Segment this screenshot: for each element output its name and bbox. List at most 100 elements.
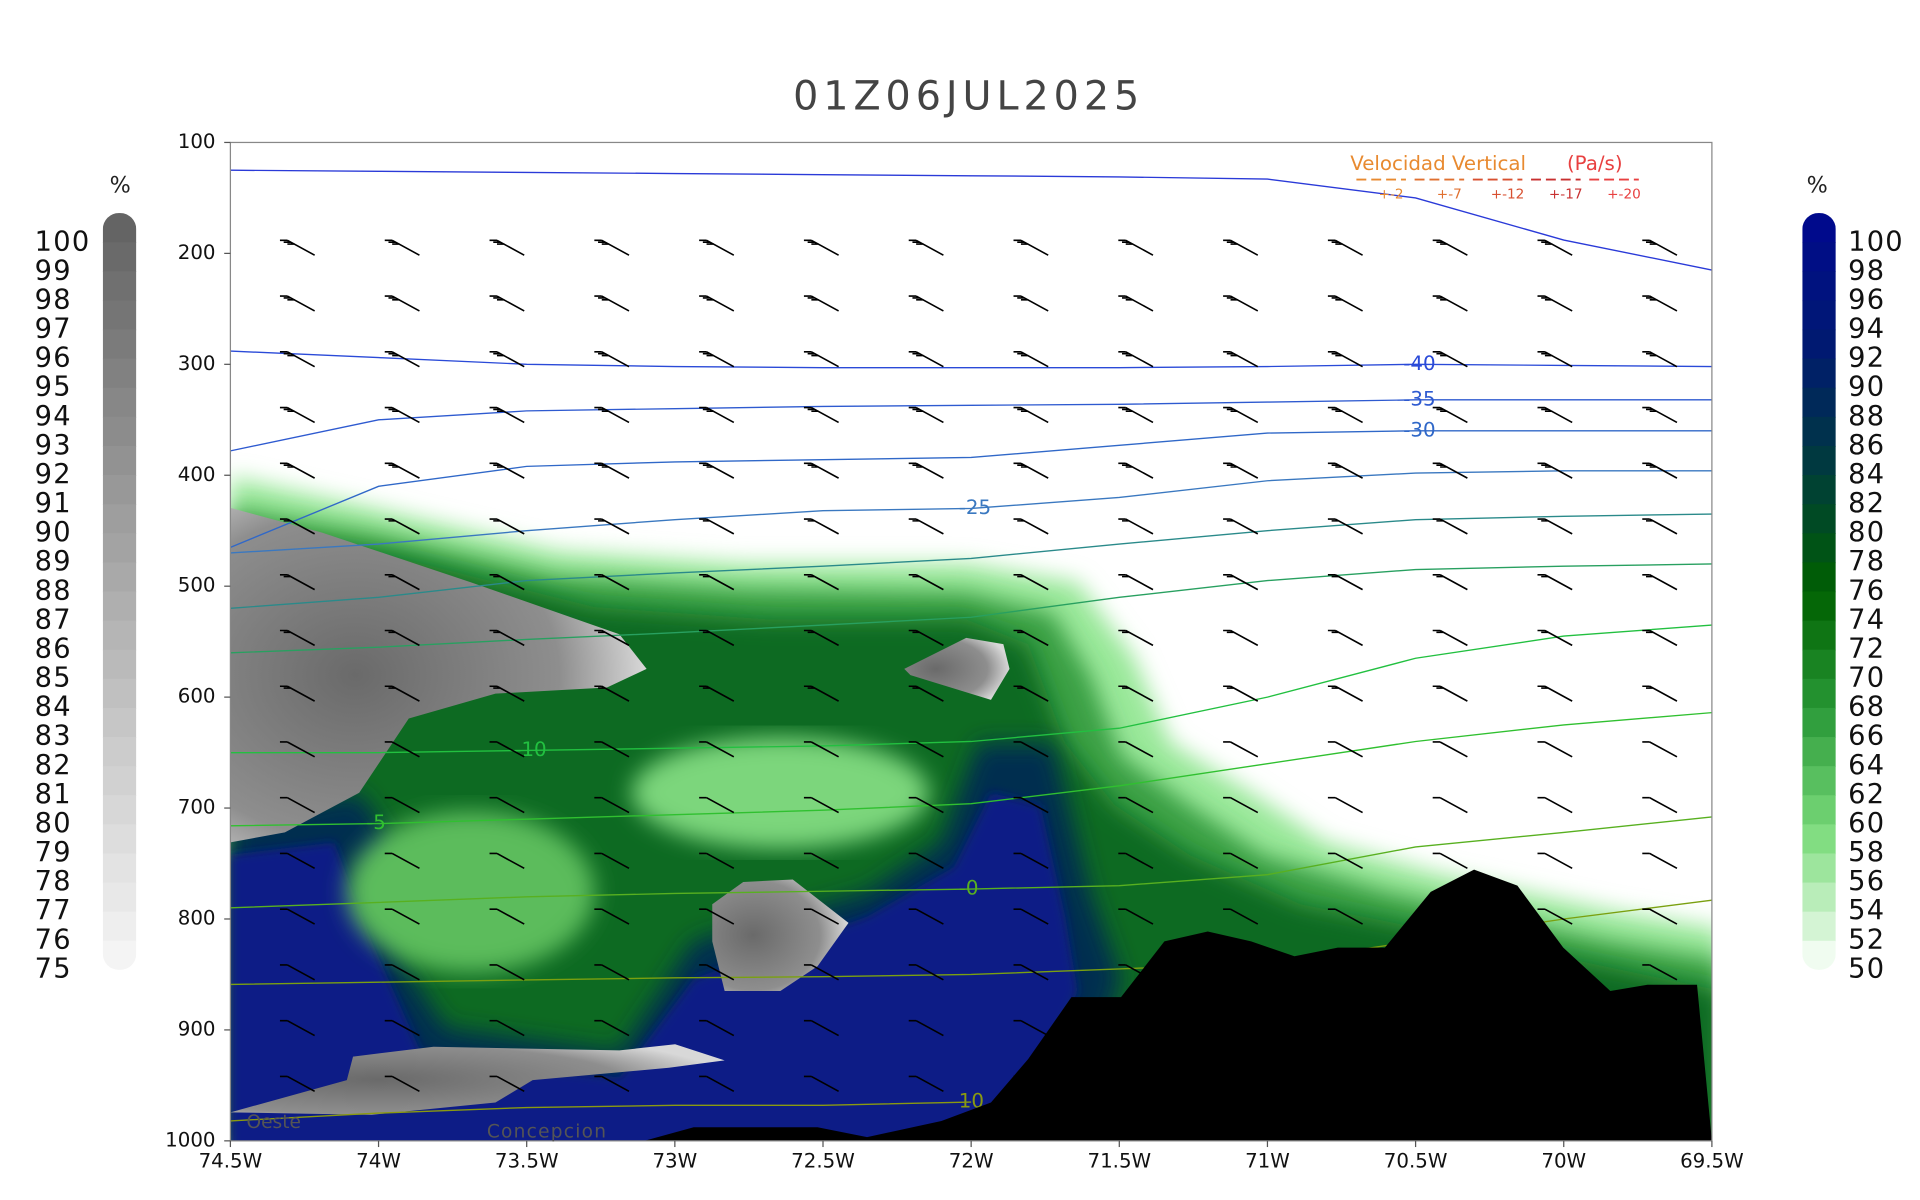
wind-barb: [1537, 573, 1573, 591]
wind-barb: [699, 1019, 735, 1037]
wind-barb: [279, 350, 316, 368]
isotherm: [230, 470, 1712, 554]
chart-title: 01Z06JUL2025: [793, 74, 1144, 120]
colorbar-band: [102, 649, 137, 680]
wind-barb: [1327, 908, 1363, 925]
wind-barb: [803, 685, 839, 702]
colorbar-label: 80: [1848, 517, 1885, 548]
wind-barb: [1327, 295, 1363, 312]
colorbar-label: 84: [1848, 459, 1885, 490]
wind-barb: [1642, 852, 1678, 870]
wind-barb: [489, 350, 525, 368]
wind-barb: [279, 852, 316, 870]
isotherm: [230, 711, 1712, 827]
colorbar-label: 54: [1848, 895, 1885, 926]
wind-barb: [489, 796, 525, 814]
wind-barb: [1013, 239, 1049, 256]
colorbar-label: 85: [35, 663, 72, 694]
wind-barb: [699, 852, 735, 870]
wind-barb: [489, 295, 525, 312]
isotherm: [230, 399, 1712, 452]
wind-barb: [1223, 852, 1259, 870]
wind-barb: [489, 518, 525, 535]
colorbar-label: 90: [35, 517, 72, 548]
wind-barb: [594, 1019, 630, 1037]
wind-barb: [1327, 462, 1363, 479]
legend-label: +-20: [1607, 186, 1641, 202]
wind-barb: [699, 964, 735, 981]
colorbar-band: [102, 562, 137, 593]
rh-saturated: [712, 879, 849, 991]
wind-barb: [1118, 518, 1154, 535]
wind-barb: [1118, 239, 1154, 256]
wind-barb: [908, 629, 944, 647]
wind-barb: [699, 685, 735, 702]
isotherm: [230, 430, 1712, 549]
colorbar-label: 84: [35, 692, 72, 723]
colorbar-band: [1802, 620, 1836, 651]
isotherm-label: 5: [218, 972, 231, 995]
colorbar-label: 72: [1848, 633, 1885, 664]
wind-barb: [908, 295, 944, 312]
wind-barb: [279, 685, 316, 702]
wind-barb: [803, 573, 839, 591]
colorbar: [102, 213, 137, 970]
colorbar-label: 95: [35, 372, 72, 403]
colorbar-band: [102, 795, 137, 826]
colorbar-band: [102, 416, 137, 447]
wind-barb: [1432, 629, 1468, 647]
colorbar-band: [102, 853, 137, 884]
legend-label: +-12: [1491, 186, 1525, 202]
colorbar-band: [1802, 416, 1836, 447]
wind-barb: [1013, 295, 1049, 312]
wind-barb: [279, 573, 316, 591]
colorbar-label: 82: [1848, 488, 1885, 519]
colorbar-band: [1802, 649, 1836, 680]
wind-barb: [1432, 462, 1468, 479]
colorbars: %100999897969594939291908988878685848382…: [35, 172, 1903, 984]
colorbar-band: [102, 911, 137, 942]
colorbar-label: 98: [35, 284, 72, 315]
wind-barb: [489, 852, 525, 870]
colorbar-label: 56: [1848, 866, 1885, 897]
wind-barb: [1327, 796, 1363, 814]
colorbar-band: [1802, 387, 1836, 418]
wind-barb: [594, 852, 630, 870]
wind-barb: [1223, 573, 1259, 591]
colorbar-label: 89: [35, 546, 72, 577]
wind-barb: [1642, 796, 1678, 814]
wind-barb: [1537, 685, 1573, 702]
colorbar-band: [1802, 853, 1836, 884]
wind-barb: [803, 295, 839, 312]
wind-barb: [594, 462, 630, 479]
rh-saturated: [230, 1044, 725, 1115]
wind-barb: [384, 964, 420, 981]
isotherm: [230, 350, 1712, 369]
wind-barb: [594, 685, 630, 702]
wind-barb: [1223, 741, 1259, 758]
wind-barb: [1118, 852, 1154, 870]
colorbar-label: 98: [1848, 255, 1885, 286]
wind-barb: [1327, 685, 1363, 702]
wind-barb: [594, 796, 630, 814]
wind-barb: [1013, 462, 1049, 479]
wind-barb: [1537, 406, 1573, 424]
colorbar-band: [102, 533, 137, 564]
wind-barb: [908, 1019, 944, 1037]
colorbar-band: [102, 358, 137, 389]
wind-barb: [384, 685, 420, 702]
colorbar-band: [1802, 591, 1836, 622]
y-tick-label: 600: [178, 685, 216, 708]
wind-barb: [699, 295, 735, 312]
colorbar-band: [102, 300, 137, 331]
colorbar-label: 82: [35, 750, 72, 781]
rh-saturated: [230, 507, 647, 843]
colorbar-label: 92: [1848, 343, 1885, 374]
wind-barb: [908, 350, 944, 368]
wind-barb: [1013, 908, 1049, 925]
wind-barb: [384, 462, 420, 479]
x-tick-label: 70.5W: [1384, 1149, 1448, 1172]
legend-units: (Pa/s): [1567, 152, 1623, 175]
wind-barb: [594, 908, 630, 925]
